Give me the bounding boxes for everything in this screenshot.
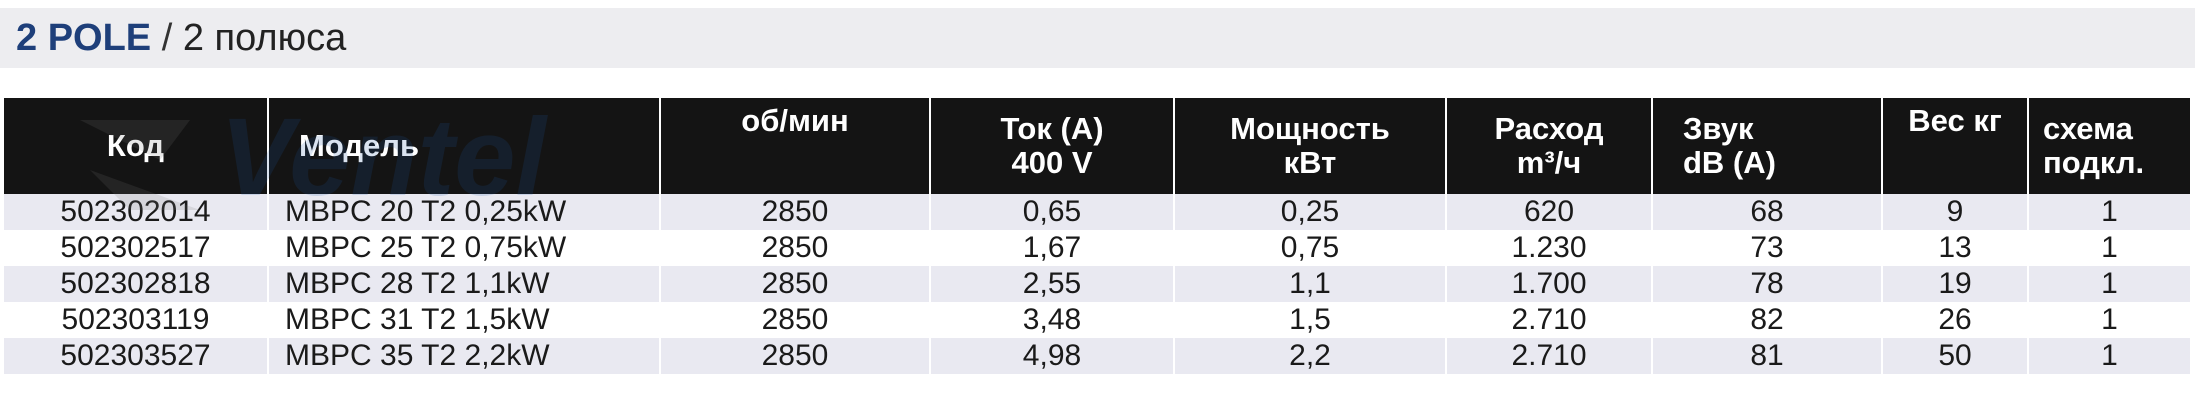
header-flow-label: Расход — [1494, 111, 1604, 146]
cell-power: 1,1 — [1173, 266, 1446, 302]
cell-flow: 2.710 — [1445, 302, 1652, 338]
cell-current: 2,55 — [929, 266, 1174, 302]
table-row: 502302818 MBPC 28 T2 1,1kW 2850 2,55 1,1… — [4, 266, 2190, 302]
cell-weight: 19 — [1881, 266, 2028, 302]
cell-flow: 1.700 — [1445, 266, 1652, 302]
header-code-label: Код — [106, 128, 165, 163]
cell-current: 0,65 — [929, 194, 1174, 230]
cell-model: MBPC 35 T2 2,2kW — [267, 338, 660, 374]
cell-rpm: 2850 — [659, 302, 930, 338]
cell-rpm: 2850 — [659, 338, 930, 374]
cell-code: 502302014 — [4, 194, 268, 230]
cell-scheme: 1 — [2027, 194, 2190, 230]
header-power-sub: кВт — [1283, 145, 1337, 180]
header-current-sub: 400 V — [1011, 145, 1093, 180]
cell-model: MBPC 20 T2 0,25kW — [267, 194, 660, 230]
cell-current: 3,48 — [929, 302, 1174, 338]
header-sound-sub: dB (A) — [1683, 145, 1776, 180]
cell-scheme: 1 — [2027, 302, 2190, 338]
cell-current: 4,98 — [929, 338, 1174, 374]
header-cell: схема подкл. — [2027, 98, 2190, 194]
title-bar — [0, 8, 2195, 68]
page-title: 2 POLE / 2 полюса — [16, 14, 346, 62]
cell-weight: 9 — [1881, 194, 2028, 230]
header-scheme-sub: подкл. — [2043, 145, 2145, 180]
header-cell: Вес кг — [1881, 98, 2028, 194]
header-cell: Код — [4, 98, 268, 194]
title-bold: 2 POLE — [16, 17, 152, 59]
cell-model: MBPC 28 T2 1,1kW — [267, 266, 660, 302]
cell-scheme: 1 — [2027, 266, 2190, 302]
header-flow-sub: m³/ч — [1516, 145, 1582, 180]
cell-code: 502303527 — [4, 338, 268, 374]
header-cell: Ток (А) 400 V — [929, 98, 1174, 194]
cell-scheme: 1 — [2027, 230, 2190, 266]
cell-weight: 26 — [1881, 302, 2028, 338]
cell-code: 502302818 — [4, 266, 268, 302]
table-row: 502302517 MBPC 25 T2 0,75kW 2850 1,67 0,… — [4, 230, 2190, 266]
title-separator: / — [151, 17, 183, 59]
cell-scheme: 1 — [2027, 338, 2190, 374]
header-cell: Модель — [267, 98, 660, 194]
cell-power: 0,75 — [1173, 230, 1446, 266]
cell-code: 502302517 — [4, 230, 268, 266]
cell-rpm: 2850 — [659, 230, 930, 266]
title-rest: 2 полюса — [182, 17, 347, 59]
cell-current: 1,67 — [929, 230, 1174, 266]
cell-power: 2,2 — [1173, 338, 1446, 374]
header-cell: об/мин — [659, 98, 930, 194]
header-rpm-label: об/мин — [741, 103, 849, 138]
cell-rpm: 2850 — [659, 194, 930, 230]
cell-code: 502303119 — [4, 302, 268, 338]
header-row: Код Модель об/мин Ток (А) 400 V Мощность… — [4, 98, 2190, 194]
table-row: 502303119 MBPC 31 T2 1,5kW 2850 3,48 1,5… — [4, 302, 2190, 338]
table-row: 502302014 MBPC 20 T2 0,25kW 2850 0,65 0,… — [4, 194, 2190, 230]
header-cell: Расход m³/ч — [1445, 98, 1652, 194]
header-power-label: Мощность — [1230, 111, 1390, 146]
header-cell: Мощность кВт — [1173, 98, 1446, 194]
cell-sound: 81 — [1651, 338, 1882, 374]
spec-table: Код Модель об/мин Ток (А) 400 V Мощность… — [4, 98, 2190, 374]
cell-sound: 73 — [1651, 230, 1882, 266]
cell-power: 0,25 — [1173, 194, 1446, 230]
cell-weight: 50 — [1881, 338, 2028, 374]
header-cell: Звук dB (A) — [1651, 98, 1882, 194]
cell-model: MBPC 31 T2 1,5kW — [267, 302, 660, 338]
cell-rpm: 2850 — [659, 266, 930, 302]
cell-sound: 68 — [1651, 194, 1882, 230]
header-model-label: Модель — [299, 128, 420, 163]
cell-power: 1,5 — [1173, 302, 1446, 338]
cell-weight: 13 — [1881, 230, 2028, 266]
cell-flow: 1.230 — [1445, 230, 1652, 266]
cell-flow: 620 — [1445, 194, 1652, 230]
cell-sound: 78 — [1651, 266, 1882, 302]
header-scheme-label: схема — [2043, 111, 2133, 146]
cell-flow: 2.710 — [1445, 338, 1652, 374]
header-weight-label: Вес кг — [1908, 103, 2002, 138]
header-current-label: Ток (А) — [1000, 111, 1104, 146]
cell-model: MBPC 25 T2 0,75kW — [267, 230, 660, 266]
table-row: 502303527 MBPC 35 T2 2,2kW 2850 4,98 2,2… — [4, 338, 2190, 374]
header-sound-label: Звук — [1683, 111, 1754, 146]
cell-sound: 82 — [1651, 302, 1882, 338]
